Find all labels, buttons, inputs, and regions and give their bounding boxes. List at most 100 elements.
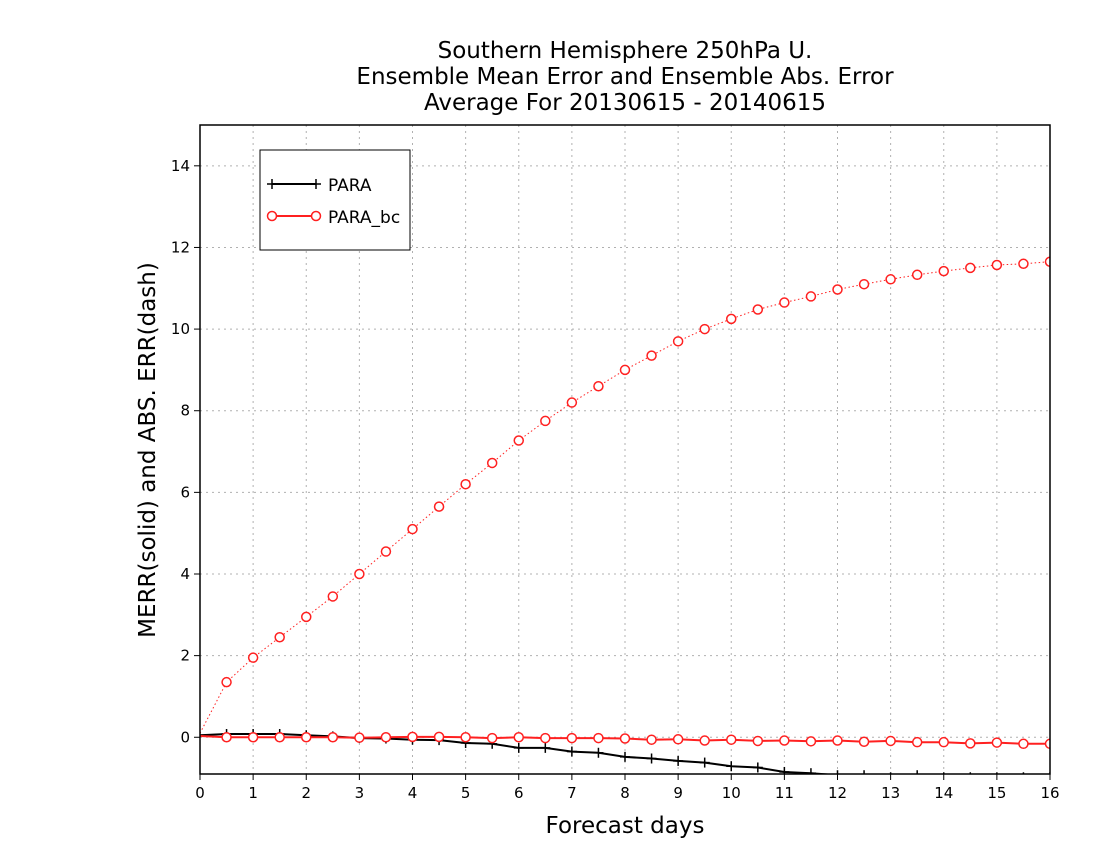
data-point bbox=[726, 313, 737, 325]
data-point bbox=[433, 501, 445, 512]
data-point bbox=[991, 259, 1003, 271]
data-point bbox=[380, 732, 392, 743]
data-point bbox=[327, 732, 339, 743]
legend-marker-para bbox=[311, 179, 321, 189]
data-point bbox=[699, 735, 710, 746]
y-tick-label: 4 bbox=[180, 565, 190, 583]
data-point bbox=[699, 323, 710, 335]
x-tick-label: 8 bbox=[620, 784, 630, 802]
legend-label-para-bc: PARA_bc bbox=[328, 208, 400, 228]
data-point bbox=[593, 747, 604, 758]
x-tick-label: 12 bbox=[828, 784, 847, 802]
data-point bbox=[863, 770, 865, 774]
data-point bbox=[247, 732, 259, 743]
legend-label-para: PARA bbox=[328, 176, 372, 196]
data-point bbox=[911, 269, 923, 281]
y-tick-label: 14 bbox=[171, 157, 190, 175]
data-point bbox=[779, 766, 790, 774]
data-point bbox=[938, 736, 949, 748]
plot-frame bbox=[199, 124, 1051, 775]
x-tick-label: 11 bbox=[775, 784, 794, 802]
data-point bbox=[354, 568, 365, 580]
grid bbox=[200, 125, 1050, 774]
y-tick-label: 12 bbox=[171, 238, 190, 256]
x-axis-label: Forecast days bbox=[546, 813, 705, 839]
x-tick-label: 2 bbox=[301, 784, 311, 802]
x-tick-label: 14 bbox=[934, 784, 953, 802]
x-tick-label: 6 bbox=[514, 784, 524, 802]
data-point bbox=[726, 761, 737, 772]
data-point bbox=[1018, 738, 1029, 750]
data-point bbox=[486, 732, 498, 744]
data-point bbox=[407, 731, 418, 743]
x-tick-label: 9 bbox=[673, 784, 683, 802]
data-point bbox=[836, 770, 839, 774]
data-point bbox=[460, 478, 471, 490]
data-point bbox=[965, 262, 976, 274]
data-point bbox=[619, 364, 631, 376]
data-point bbox=[301, 732, 312, 743]
x-tick-label: 7 bbox=[567, 784, 577, 802]
data-point bbox=[619, 733, 631, 744]
y-tick-label: 6 bbox=[180, 483, 190, 501]
y-tick-label: 10 bbox=[171, 320, 190, 338]
title-line-1: Southern Hemisphere 250hPa U. bbox=[438, 38, 813, 64]
data-point bbox=[916, 770, 918, 774]
data-point bbox=[805, 291, 817, 302]
data-point bbox=[965, 738, 976, 749]
x-tick-label: 16 bbox=[1040, 784, 1059, 802]
legend-marker-para bbox=[267, 179, 277, 189]
data-point bbox=[513, 435, 524, 446]
data-point bbox=[407, 523, 418, 535]
data-point bbox=[646, 753, 657, 764]
data-point bbox=[540, 415, 551, 427]
series-layer bbox=[200, 256, 1050, 774]
legend-marker-para-bc bbox=[310, 210, 322, 222]
y-tick-label: 2 bbox=[180, 647, 190, 665]
data-point bbox=[566, 746, 577, 757]
legend-marker-para-bc bbox=[266, 210, 278, 222]
data-point bbox=[620, 751, 630, 762]
data-point bbox=[593, 380, 604, 392]
data-point bbox=[1044, 256, 1050, 267]
data-point bbox=[938, 265, 949, 277]
x-tick-label: 15 bbox=[987, 784, 1006, 802]
title-line-3: Average For 20130615 - 20140615 bbox=[424, 90, 826, 116]
data-point bbox=[673, 755, 684, 766]
data-point bbox=[513, 742, 524, 753]
data-point bbox=[832, 284, 843, 295]
data-point bbox=[672, 336, 684, 347]
x-tick-label: 5 bbox=[461, 784, 471, 802]
data-point bbox=[1044, 738, 1050, 750]
data-point bbox=[274, 732, 285, 743]
data-point bbox=[460, 732, 471, 743]
x-tick-label: 1 bbox=[248, 784, 258, 802]
data-point bbox=[221, 732, 232, 743]
data-point bbox=[301, 611, 312, 623]
data-point bbox=[540, 742, 551, 753]
data-point bbox=[486, 457, 498, 469]
data-point bbox=[911, 736, 923, 748]
data-point bbox=[566, 732, 578, 744]
data-point bbox=[885, 274, 896, 285]
data-point bbox=[752, 735, 764, 747]
data-point bbox=[566, 397, 578, 408]
data-point bbox=[832, 735, 843, 746]
series-2 bbox=[200, 256, 1050, 734]
title-line-2: Ensemble Mean Error and Ensemble Abs. Er… bbox=[356, 64, 894, 90]
data-point bbox=[247, 652, 259, 663]
data-point bbox=[327, 591, 339, 602]
data-point bbox=[274, 632, 285, 643]
data-point bbox=[885, 735, 896, 747]
x-tick-label: 13 bbox=[881, 784, 900, 802]
x-tick-label: 10 bbox=[722, 784, 741, 802]
data-point bbox=[593, 732, 604, 744]
data-point bbox=[513, 732, 524, 743]
data-point bbox=[646, 350, 657, 361]
legend-box bbox=[259, 149, 411, 251]
series-1 bbox=[200, 731, 1050, 750]
data-point bbox=[858, 278, 870, 290]
data-point bbox=[752, 304, 764, 315]
